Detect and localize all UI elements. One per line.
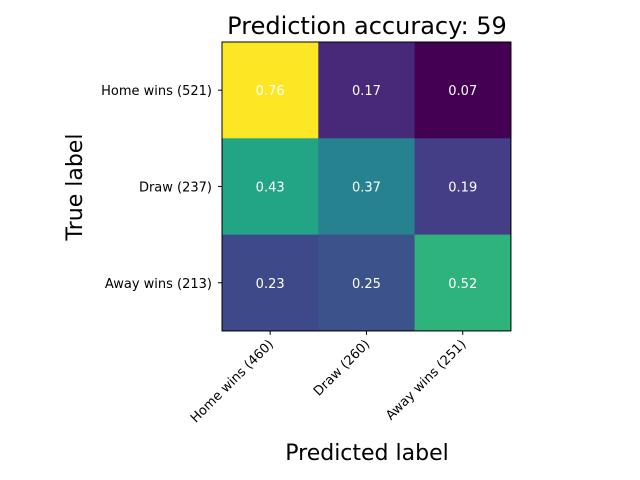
heatmap-cells <box>222 42 512 332</box>
cell-value-label: 0.76 <box>256 84 285 99</box>
y-tick-label: Home wins (521) <box>101 84 212 99</box>
heatmap-cell <box>222 138 319 236</box>
chart-title: Prediction accuracy: 59 <box>227 12 507 40</box>
heatmap-cell <box>318 138 416 236</box>
cell-value-label: 0.17 <box>352 84 381 99</box>
cell-value-label: 0.25 <box>352 277 381 292</box>
x-tick-label: Away wins (251) <box>383 337 469 423</box>
heatmap-cell <box>414 42 512 139</box>
heatmap-cell <box>222 42 319 139</box>
heatmap-cell <box>222 234 319 332</box>
x-axis-label: Predicted label <box>285 441 448 466</box>
cell-value-label: 0.07 <box>448 84 477 99</box>
heatmap-value-labels: 0.76 0.17 0.07 0.43 0.37 0.19 0.23 0.25 0.52 <box>256 84 478 292</box>
heatmap-cell <box>318 42 416 139</box>
y-axis-label: True label <box>63 134 88 242</box>
cell-value-label: 0.19 <box>448 180 477 195</box>
y-tick-label: Away wins (213) <box>105 277 212 292</box>
cell-value-label: 0.37 <box>352 180 381 195</box>
y-tick-label: Draw (237) <box>139 180 212 195</box>
cell-value-label: 0.43 <box>256 180 285 195</box>
cell-value-label: 0.23 <box>256 277 285 292</box>
heatmap-cell <box>414 138 512 236</box>
heatmap-cell <box>414 234 512 332</box>
heatmap-cell <box>318 234 416 332</box>
cell-value-label: 0.52 <box>448 277 477 292</box>
x-tick-label: Draw (260) <box>311 337 373 399</box>
x-tick-label: Home wins (460) <box>188 337 277 426</box>
